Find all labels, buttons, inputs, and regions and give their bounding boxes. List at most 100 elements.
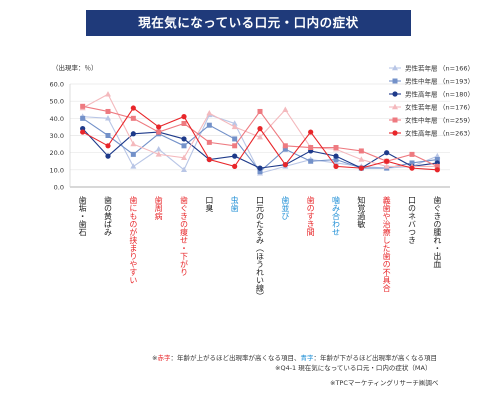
x-category-label: 歯ぐきの腫れ・出血 [433, 195, 442, 268]
x-category-label: 口のネバつき [408, 196, 417, 244]
data-point [434, 157, 440, 163]
note-mark: ※ [152, 354, 158, 362]
x-category-label: 知覚過敏 [357, 195, 366, 229]
data-point [206, 109, 213, 116]
data-point [155, 151, 162, 157]
x-category-label: 噛み合わせ [332, 195, 341, 236]
data-point [358, 165, 364, 171]
data-point [206, 156, 212, 163]
data-point [384, 158, 390, 164]
legend-label: 男性若年層 [405, 64, 438, 73]
data-point [232, 153, 238, 159]
data-point [257, 134, 263, 140]
data-point [105, 108, 111, 114]
question-note: ※Q4-1 現在気になっている口元・口内の症状（MA） [275, 364, 432, 372]
y-tick-label: 60.0 [50, 81, 64, 89]
data-point [232, 136, 238, 142]
legend-label: 女性中年層 [405, 116, 438, 125]
data-point [409, 160, 415, 166]
y-tick-label: 20.0 [50, 149, 64, 157]
data-point [80, 103, 86, 109]
data-point [282, 143, 288, 149]
data-point [383, 163, 390, 169]
data-point [333, 157, 339, 163]
x-category-label: 歯垢・歯石 [78, 195, 87, 237]
data-point [282, 106, 289, 112]
data-point [156, 124, 162, 130]
legend-marker [392, 91, 398, 97]
legend-note-color: ※赤字：年齢が上がるほど出現率が高くなる項目、青字：年齢が下がるほど出現率が高く… [152, 352, 437, 362]
note-red-word: 赤字 [157, 354, 171, 362]
data-point [434, 152, 441, 159]
data-point [231, 120, 238, 126]
data-point [181, 120, 187, 126]
legend-count: （n=166） [439, 65, 474, 73]
x-category-label: 歯にものが挟まりやすい [129, 195, 138, 284]
data-point [409, 151, 415, 157]
data-point [130, 105, 136, 111]
legend-count: （n=176） [439, 104, 474, 112]
data-point [181, 136, 187, 142]
legend-count: （n=180） [439, 91, 474, 99]
data-point [409, 165, 415, 171]
y-tick-label: 50.0 [50, 98, 64, 106]
data-point [206, 139, 212, 145]
data-point [105, 133, 111, 138]
x-category-label: 歯並び [281, 195, 290, 220]
data-point [282, 162, 288, 168]
data-point [130, 140, 137, 147]
legend-label: 男性高年層 [405, 90, 438, 99]
data-point [156, 129, 162, 135]
data-point [181, 166, 187, 173]
data-point [308, 158, 314, 164]
x-category-label: 歯周病 [154, 195, 163, 221]
note-blue-word: 青字 [300, 354, 314, 362]
data-point [105, 91, 111, 97]
note-blue-text: ：年齢が下がるほど出現率が高くなる項目 [313, 354, 437, 362]
x-category-label: 歯のすき間 [306, 195, 315, 237]
data-point [232, 143, 238, 149]
data-point [257, 108, 263, 114]
data-point [80, 115, 86, 121]
data-point [232, 163, 238, 169]
legend-label: 男性中年層 [405, 77, 438, 86]
data-point [130, 163, 137, 169]
legend-count: （n=263） [439, 130, 474, 138]
x-category-label: 口臭 [205, 196, 214, 213]
data-point [105, 143, 111, 149]
legend-marker [392, 117, 398, 123]
data-point [155, 146, 162, 152]
legend-marker [392, 130, 398, 136]
legend-label: 女性高年層 [405, 129, 438, 138]
data-point [282, 146, 288, 152]
data-point [308, 145, 314, 151]
data-point [80, 129, 86, 135]
data-point [105, 115, 111, 121]
y-tick-label: 0.0 [54, 184, 64, 192]
data-point [257, 126, 263, 132]
data-point [130, 131, 136, 137]
legend-count: （n=259） [439, 117, 474, 125]
x-category-label: 歯ぐきの痩せ・下がり [180, 195, 189, 276]
data-point [333, 145, 339, 151]
data-point [434, 163, 440, 169]
data-point [358, 148, 364, 154]
x-category-label: 虫歯 [230, 195, 239, 213]
data-point [206, 122, 212, 128]
data-point [105, 153, 111, 159]
y-tick-label: 40.0 [50, 115, 64, 123]
data-point [130, 115, 136, 121]
series-line [82, 114, 438, 174]
legend-marker [392, 78, 398, 84]
y-unit-label: （出現率：％） [52, 63, 98, 72]
data-point [257, 169, 263, 175]
x-category-label: 歯の黄ばみ [104, 195, 113, 236]
y-tick-label: 10.0 [50, 166, 64, 174]
data-point [358, 156, 365, 162]
source-credit: ※TPCマーケティングリサーチ㈱調べ [330, 379, 439, 387]
x-category-label: 口元のたるみ（ほうれい線） [256, 196, 265, 300]
data-point [333, 153, 339, 159]
legend-marker [392, 103, 398, 110]
data-point [231, 123, 238, 130]
